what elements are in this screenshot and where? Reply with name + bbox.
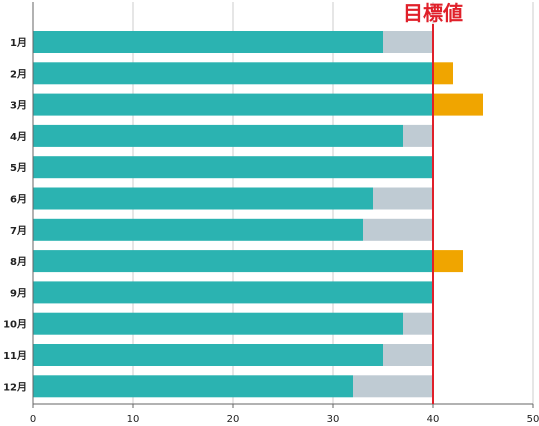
bar-remaining-6 [373, 187, 433, 210]
bar-achieved-4 [33, 124, 403, 147]
category-label-11: 11月 [3, 350, 27, 362]
bar-achieved-11 [33, 344, 383, 366]
x-tick-label-20: 20 [227, 414, 240, 425]
category-label-12: 12月 [3, 381, 27, 393]
bar-remaining-1 [383, 31, 433, 53]
category-label-5: 5月 [10, 162, 27, 174]
bar-achieved-8 [33, 250, 433, 273]
x-tick-label-0: 0 [30, 414, 36, 425]
bar-achieved-9 [33, 281, 433, 304]
category-label-8: 8月 [10, 256, 27, 268]
bar-remaining-10 [403, 312, 433, 335]
category-label-2: 2月 [10, 68, 27, 80]
bar-excess-3 [433, 93, 483, 116]
target-label: 目標値 [403, 1, 463, 25]
category-label-6: 6月 [10, 194, 27, 206]
bar-achieved-3 [33, 93, 433, 116]
category-label-9: 9月 [10, 287, 27, 299]
category-label-3: 3月 [10, 100, 27, 112]
x-tick-label-30: 30 [327, 414, 340, 425]
bar-achieved-1 [33, 31, 383, 53]
bar-excess-8 [433, 250, 463, 273]
bar-achieved-10 [33, 312, 403, 335]
bar-remaining-7 [363, 218, 433, 241]
category-label-4: 4月 [10, 131, 27, 143]
bar-achieved-5 [33, 156, 433, 179]
category-label-1: 1月 [10, 37, 27, 49]
bar-excess-2 [433, 62, 453, 85]
bar-achieved-6 [33, 187, 373, 210]
bar-achieved-2 [33, 62, 433, 85]
x-tick-label-10: 10 [127, 414, 140, 425]
bar-achieved-12 [33, 375, 353, 398]
x-tick-label-50: 50 [527, 414, 539, 425]
category-label-10: 10月 [3, 319, 27, 331]
x-tick-label-40: 40 [427, 414, 440, 425]
bar-remaining-11 [383, 344, 433, 366]
category-label-7: 7月 [10, 225, 27, 237]
bar-remaining-4 [403, 124, 433, 147]
bar-achieved-7 [33, 218, 363, 241]
bar-remaining-12 [353, 375, 433, 398]
